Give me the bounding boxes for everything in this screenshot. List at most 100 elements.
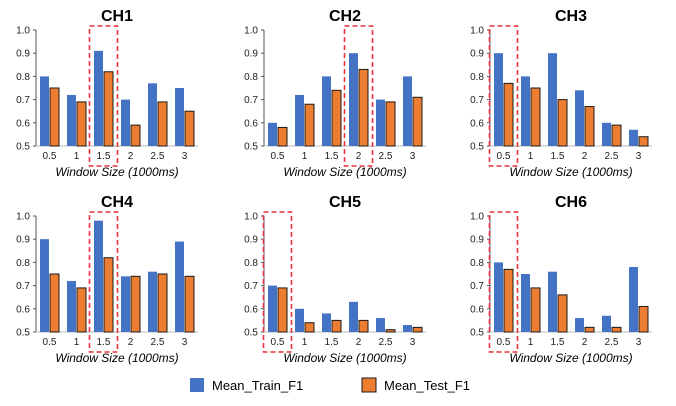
bar-test <box>584 106 595 147</box>
bar-train <box>602 315 611 332</box>
bar-test <box>611 124 622 147</box>
panel-title: CH5 <box>329 194 361 211</box>
x-tick-label: 2 <box>356 151 362 162</box>
y-tick-label: 0.6 <box>470 118 484 129</box>
bar-test <box>530 287 541 333</box>
y-tick-label: 0.9 <box>16 49 30 60</box>
bar-train <box>94 220 103 332</box>
bar-train <box>629 267 638 332</box>
bar-test <box>76 287 87 333</box>
x-tick-label: 3 <box>410 151 416 162</box>
x-tick-label: 2.5 <box>379 337 393 348</box>
y-tick-label: 0.8 <box>244 72 258 83</box>
x-tick-label: 0.5 <box>497 151 511 162</box>
bar-train <box>40 239 49 332</box>
bar-test <box>277 126 288 147</box>
x-tick-label: 3 <box>182 151 188 162</box>
bar-test <box>638 305 649 333</box>
y-tick-label: 0.6 <box>244 118 258 129</box>
x-tick-label: 0.5 <box>497 337 511 348</box>
x-tick-label: 1.5 <box>325 337 339 348</box>
bar-test <box>304 322 315 333</box>
x-tick-label: 1.5 <box>551 151 565 162</box>
y-tick-label: 0.5 <box>16 142 30 153</box>
highlight-box <box>88 25 119 167</box>
x-tick-label: 3 <box>636 337 642 348</box>
y-tick-label: 0.6 <box>16 304 30 315</box>
bar-train <box>295 94 304 146</box>
y-tick-label: 0.5 <box>244 142 258 153</box>
y-tick-label: 0.9 <box>470 49 484 60</box>
bar-test <box>611 326 622 333</box>
bar-test <box>49 87 60 147</box>
x-tick-label: 1.5 <box>97 151 111 162</box>
bar-test <box>412 326 423 333</box>
y-tick-label: 0.8 <box>470 72 484 83</box>
y-tick-label: 0.7 <box>16 95 30 106</box>
x-tick-label: 2.5 <box>605 151 619 162</box>
x-tick-label: 0.5 <box>271 151 285 162</box>
bar-test <box>530 87 541 147</box>
highlight-box <box>88 211 119 353</box>
bar-test <box>358 68 369 147</box>
bar-test <box>277 287 288 333</box>
bar-train <box>494 262 503 332</box>
x-tick-label: 1.5 <box>551 337 565 348</box>
x-tick-label: 0.5 <box>43 337 57 348</box>
bar-test <box>103 257 114 333</box>
bar-train <box>548 53 557 147</box>
x-tick-label: 1 <box>528 151 534 162</box>
bar-test <box>103 71 114 147</box>
bar-train <box>349 301 358 332</box>
bar-train <box>629 129 638 146</box>
y-tick-label: 0.5 <box>244 328 258 339</box>
bar-train <box>376 99 385 146</box>
bar-test <box>76 101 87 147</box>
bar-test <box>358 319 369 333</box>
y-tick-label: 0.7 <box>470 281 484 292</box>
x-tick-label: 0.5 <box>43 151 57 162</box>
panel-title: CH1 <box>101 8 133 25</box>
x-tick-label: 1.5 <box>97 337 111 348</box>
bar-test <box>584 326 595 333</box>
x-tick-label: 3 <box>636 151 642 162</box>
x-axis-label: Window Size (1000ms) <box>55 351 178 365</box>
bar-test <box>331 319 342 333</box>
x-tick-label: 3 <box>182 337 188 348</box>
panel-title: CH3 <box>555 8 587 25</box>
chart-panel-1: CH1 0.5 0.6 0.7 0.8 0.9 1.0 0.5 1 1.5 2 2.5 3 Window … <box>16 8 198 179</box>
y-tick-label: 1.0 <box>470 212 484 223</box>
legend-swatch-train <box>190 378 204 392</box>
bar-train <box>521 274 530 332</box>
bar-train <box>268 122 277 146</box>
y-tick-label: 0.7 <box>470 95 484 106</box>
bar-train <box>376 318 385 332</box>
x-tick-label: 1.5 <box>325 151 339 162</box>
bar-train <box>67 94 76 146</box>
panel-title: CH4 <box>101 194 133 211</box>
x-tick-label: 2.5 <box>151 151 165 162</box>
x-axis-label: Window Size (1000ms) <box>509 165 632 179</box>
bar-train <box>148 271 157 332</box>
y-tick-label: 0.9 <box>470 235 484 246</box>
bar-train <box>349 53 358 147</box>
bar-test <box>503 82 514 147</box>
y-tick-label: 0.7 <box>244 281 258 292</box>
y-tick-label: 0.8 <box>244 258 258 269</box>
bar-train <box>175 88 184 146</box>
y-tick-label: 0.9 <box>244 49 258 60</box>
x-axis-label: Window Size (1000ms) <box>509 351 632 365</box>
legend-swatch-test <box>361 377 377 393</box>
chart-panel-6: CH6 0.5 0.6 0.7 0.8 0.9 1.0 0.5 1 1.5 2 2.5 3 Window … <box>470 194 652 365</box>
y-tick-label: 0.9 <box>244 235 258 246</box>
bar-test <box>130 275 141 333</box>
bar-train <box>322 313 331 332</box>
y-tick-label: 0.5 <box>470 142 484 153</box>
bar-train <box>521 76 530 146</box>
y-tick-label: 0.5 <box>470 328 484 339</box>
y-tick-label: 0.7 <box>16 281 30 292</box>
highlight-box <box>262 211 293 353</box>
bar-train <box>494 53 503 147</box>
chart-panel-4: CH4 0.5 0.6 0.7 0.8 0.9 1.0 0.5 1 1.5 2 2.5 3 Window … <box>16 194 198 365</box>
x-tick-label: 2.5 <box>379 151 393 162</box>
